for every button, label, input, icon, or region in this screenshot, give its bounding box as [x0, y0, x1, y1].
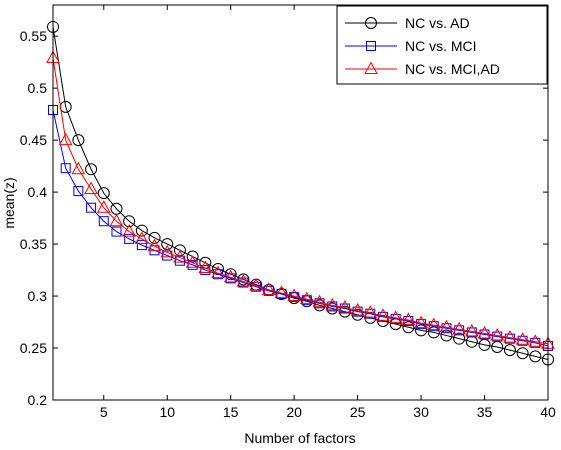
data-point: [440, 329, 453, 342]
data-point: [249, 278, 263, 291]
data-point: [414, 315, 428, 329]
data-point: [439, 319, 454, 333]
data-point: [148, 231, 161, 244]
data-point: [162, 250, 173, 261]
data-point: [453, 332, 466, 345]
data-point: [325, 297, 340, 311]
data-point: [503, 330, 517, 343]
data-point: [287, 288, 301, 302]
data-point: [161, 238, 174, 251]
data-point: [160, 244, 175, 258]
data-point: [364, 61, 378, 74]
y-tick-label: 0.35: [20, 236, 47, 252]
legend-box: [336, 5, 548, 85]
x-tick-label: 5: [100, 404, 108, 420]
data-point: [528, 334, 543, 347]
x-tick-label: 10: [159, 404, 175, 420]
y-tick-label: 0.4: [28, 184, 48, 200]
data-point: [98, 216, 109, 227]
data-point: [123, 215, 136, 228]
data-point: [338, 299, 352, 313]
data-point: [365, 17, 377, 29]
x-tick-label: 25: [350, 404, 366, 420]
data-point: [185, 255, 200, 268]
data-point: [124, 233, 135, 244]
y-tick-label: 0.25: [20, 340, 47, 356]
data-point: [402, 321, 415, 334]
data-point: [73, 186, 84, 197]
data-point: [71, 161, 86, 175]
data-point: [426, 317, 441, 331]
series-3: [46, 50, 555, 349]
x-tick-label: 20: [286, 404, 302, 420]
data-point: [58, 132, 73, 146]
x-tick-label: 35: [477, 404, 493, 420]
x-tick-label: 30: [413, 404, 429, 420]
series-line: [52, 109, 549, 347]
data-point: [503, 344, 516, 357]
data-point: [86, 202, 97, 213]
data-point: [236, 273, 251, 287]
data-point: [109, 213, 124, 227]
data-point: [529, 350, 542, 363]
y-tick-label: 0.55: [20, 28, 47, 44]
x-axis-label: Number of factors: [244, 430, 355, 446]
y-tick-label: 0.2: [28, 392, 48, 408]
data-point: [376, 308, 390, 321]
data-point: [312, 294, 327, 308]
data-point: [211, 265, 225, 279]
series-line: [52, 26, 549, 360]
y-tick-label: 0.5: [28, 80, 48, 96]
data-point: [300, 291, 314, 305]
data-point: [515, 332, 530, 345]
data-point: [198, 260, 213, 273]
data-point: [84, 181, 98, 194]
data-point: [350, 303, 365, 316]
data-point: [135, 231, 149, 244]
data-point: [122, 224, 136, 237]
data-point: [72, 134, 85, 147]
data-point: [363, 305, 378, 318]
legend-label: NC vs. AD: [405, 15, 470, 31]
x-tick-label: 15: [223, 404, 239, 420]
data-point: [136, 240, 147, 251]
data-point: [173, 250, 187, 263]
data-point: [261, 282, 276, 295]
data-point: [60, 163, 71, 174]
data-point: [97, 187, 110, 200]
data-point: [427, 326, 440, 339]
plot-frame: [52, 4, 549, 401]
legend-label: NC vs. MCI: [405, 38, 477, 54]
y-tick-label: 0.45: [20, 132, 47, 148]
data-point: [388, 310, 403, 323]
data-point: [452, 321, 466, 335]
data-point: [174, 255, 185, 266]
legend-label: NC vs. MCI,AD: [405, 61, 500, 77]
data-point: [516, 347, 529, 360]
data-point: [490, 328, 505, 341]
data-point: [224, 268, 237, 281]
series-line: [52, 57, 549, 345]
data-point: [274, 285, 289, 298]
data-point: [111, 226, 122, 237]
data-point: [415, 324, 428, 337]
data-point: [186, 250, 199, 263]
data-point: [465, 323, 479, 337]
legend: NC vs. AD NC vs. MCI NC vs. MCI,AD: [336, 5, 548, 85]
data-point: [223, 269, 238, 283]
x-tick-label: 40: [540, 404, 556, 420]
y-axis-label: mean(z): [1, 177, 17, 228]
data-point: [477, 325, 492, 339]
data-point: [85, 163, 98, 176]
data-point: [147, 238, 162, 252]
data-point: [366, 41, 376, 51]
data-point: [401, 312, 416, 325]
data-point: [96, 200, 111, 213]
data-point: [135, 224, 148, 237]
y-tick-label: 0.3: [28, 288, 48, 304]
